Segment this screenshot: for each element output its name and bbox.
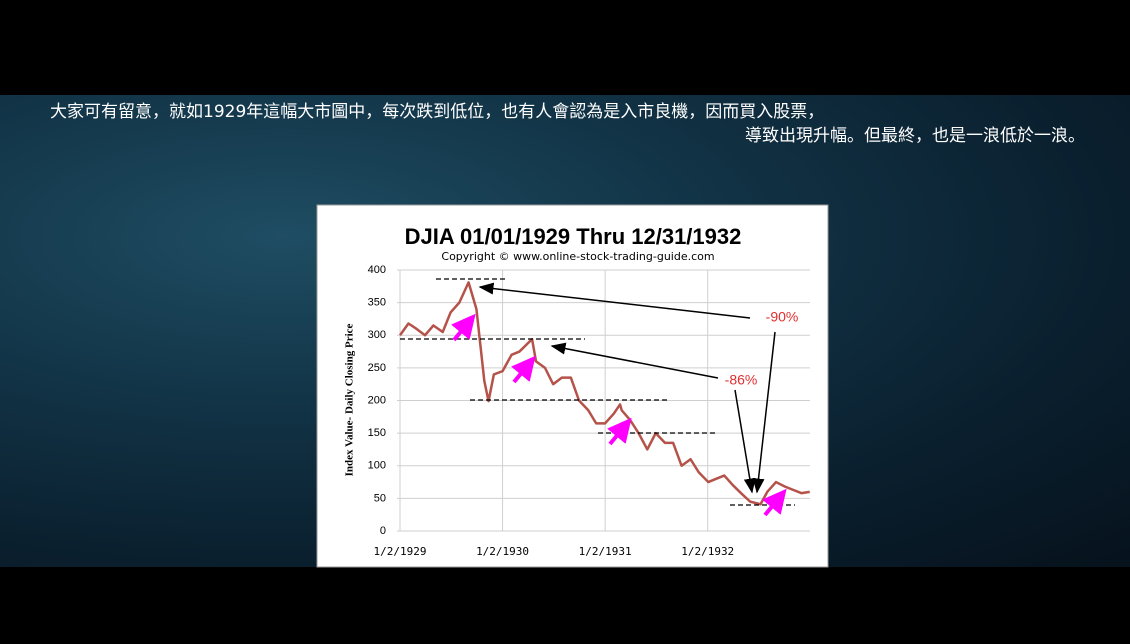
up-arrows xyxy=(451,313,787,517)
y-axis-label: Index Value- Daily Closing Price xyxy=(344,323,356,476)
data-line xyxy=(398,281,810,506)
arrow xyxy=(734,389,756,494)
chart-title: DJIA 01/01/1929 Thru 12/31/1932 xyxy=(405,224,742,249)
y-tick-label: 50 xyxy=(374,492,386,504)
up-arrow xyxy=(511,355,536,384)
y-tick-label: 400 xyxy=(368,264,386,276)
arrow xyxy=(550,342,719,379)
y-tick-label: 350 xyxy=(368,297,386,309)
up-arrow xyxy=(451,313,476,342)
annotation: -90% xyxy=(766,309,799,325)
arrow xyxy=(478,282,751,319)
x-tick-label: 1/2/1932 xyxy=(681,545,734,558)
x-tick-label: 1/2/1931 xyxy=(579,545,632,558)
arrows xyxy=(478,282,776,494)
caption-line: 大家可有留意，就如1929年這幅大市圖中，每次跌到低位，也有人會認為是入市良機，… xyxy=(50,102,825,122)
up-arrow xyxy=(607,417,632,446)
plot-area: 0 50 100 150 200 250 300 350 400 1/2/1929 1/2/1930… xyxy=(368,264,810,558)
y-tick-label: 300 xyxy=(368,329,386,341)
x-tick-label: 1/2/1930 xyxy=(476,545,529,558)
chart-subtitle: Copyright © www.online-stock-trading-gui… xyxy=(441,250,714,263)
arrow xyxy=(752,331,776,494)
up-arrow xyxy=(762,488,787,517)
y-tick-label: 200 xyxy=(368,394,386,406)
y-tick-label: 150 xyxy=(368,427,386,439)
caption-line: 導致出現升幅。但最終，也是一浪低於一浪。 xyxy=(745,126,1085,146)
annotation: -86% xyxy=(725,372,758,388)
chart-frame xyxy=(316,204,829,568)
y-tick-label: 250 xyxy=(368,362,386,374)
y-tick-label: 0 xyxy=(380,525,386,537)
x-tick-label: 1/2/1929 xyxy=(374,545,427,558)
y-tick-label: 100 xyxy=(368,460,386,472)
